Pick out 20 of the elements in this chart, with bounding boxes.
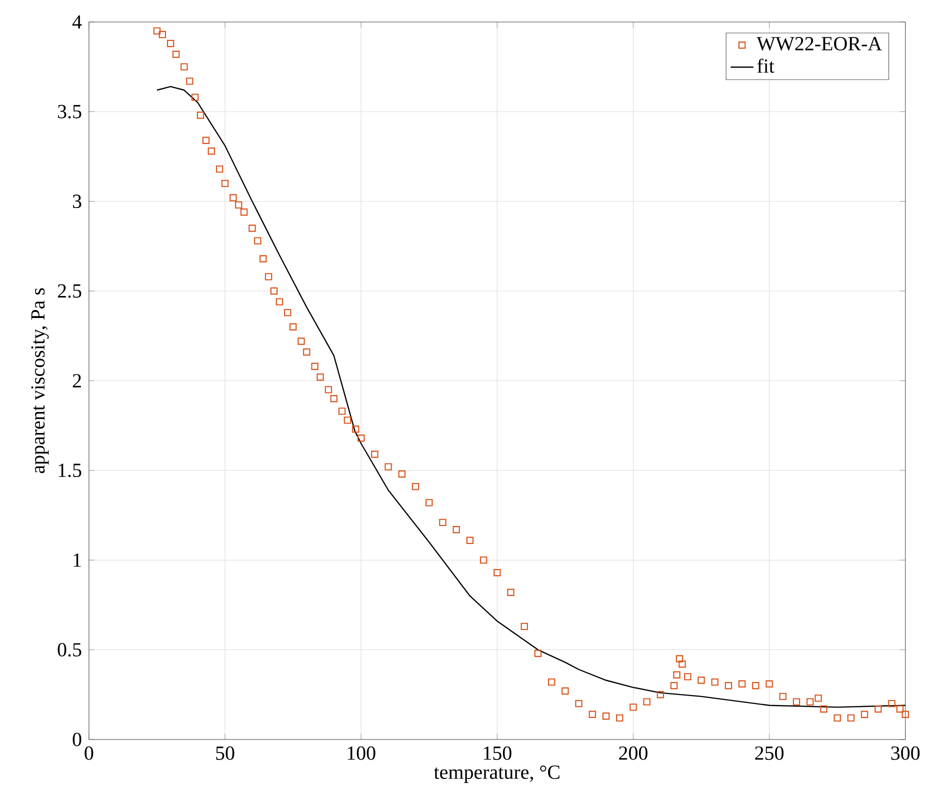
y-tick-label: 0 [72, 732, 82, 746]
legend-label: fit [757, 58, 774, 73]
x-tick-label: 250 [755, 746, 784, 760]
y-tick-label: 3 [72, 194, 82, 208]
x-tick-label: 300 [891, 746, 920, 760]
x-axis-title: temperature, °C [434, 765, 560, 783]
x-tick-label: 200 [619, 746, 648, 760]
y-tick-label: 0.5 [58, 642, 82, 656]
y-tick-label: 2.5 [58, 284, 82, 298]
y-tick-label: 3.5 [58, 104, 82, 118]
y-tick-label: 2 [72, 374, 81, 388]
x-tick-label: 50 [216, 746, 234, 760]
legend-label: WW22-EOR-A [756, 36, 882, 50]
x-tick-label: 100 [348, 746, 376, 760]
y-tick-label: 1.5 [58, 463, 82, 477]
x-tick-label: 0 [84, 746, 94, 760]
y-axis-title: apparent viscosity, Pa s [31, 288, 49, 473]
y-tick-label: 4 [72, 15, 82, 28]
y-tick-label: 1 [74, 553, 81, 566]
x-tick-label: 150 [484, 746, 512, 760]
